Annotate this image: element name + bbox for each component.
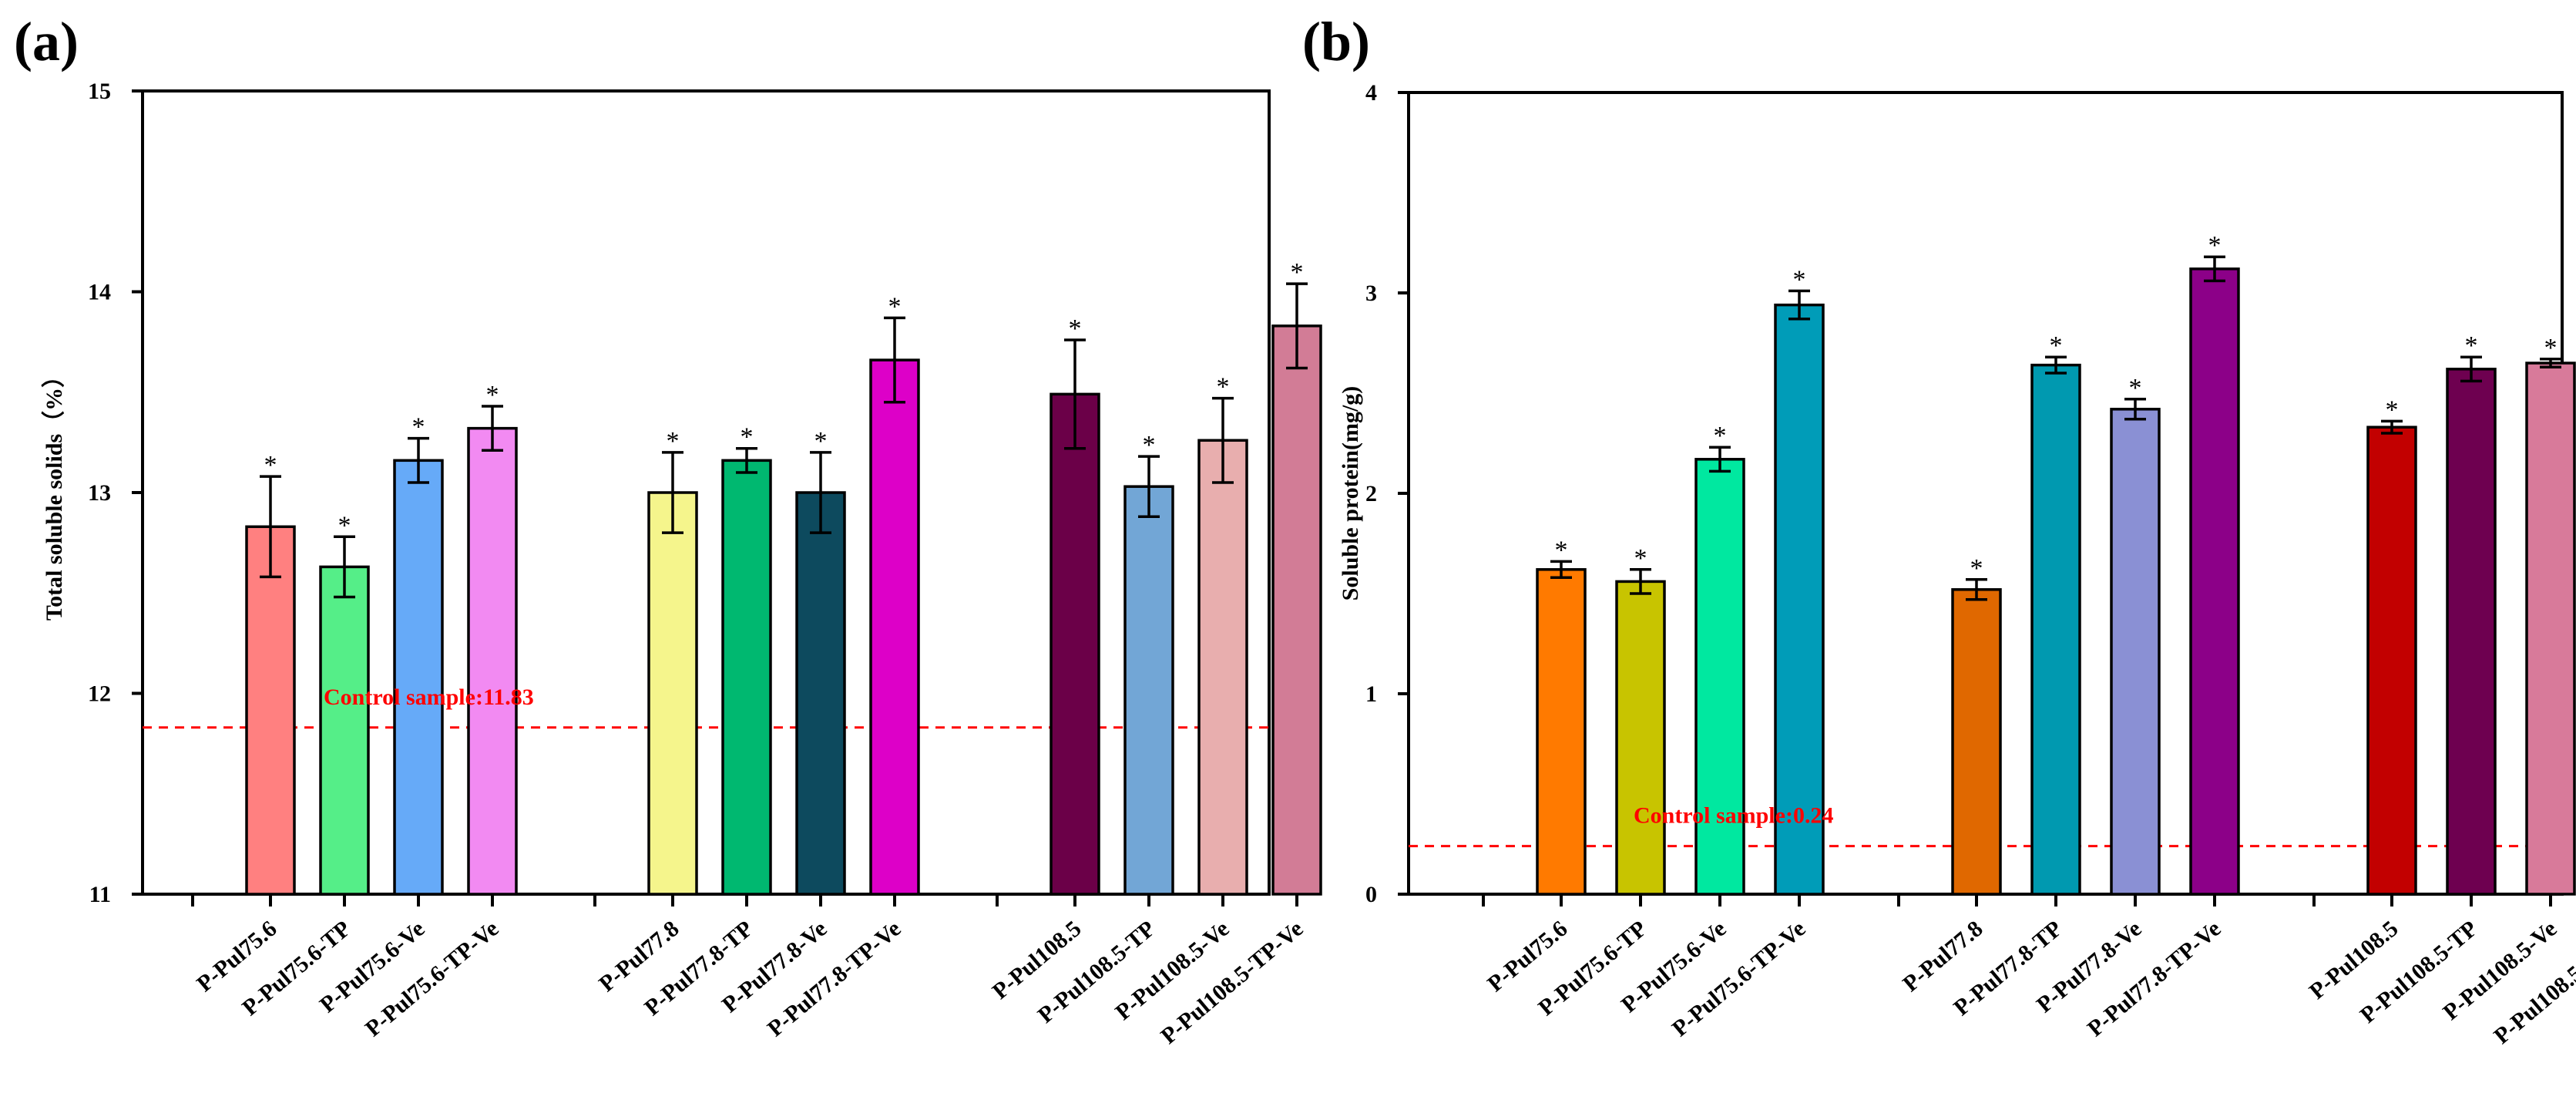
x-category-label: P-Pul75.6-TP-Ve — [361, 916, 504, 1041]
bar — [2525, 362, 2576, 896]
y-tick-label: 1 — [1365, 681, 1377, 707]
bar — [1774, 303, 1825, 896]
significance-star: * — [2129, 374, 2142, 402]
control-label: Control sample:11.83 — [324, 684, 534, 710]
control-label: Control sample:0.24 — [1634, 803, 1833, 829]
significance-star: * — [1217, 373, 1230, 402]
y-tick-label: 2 — [1365, 481, 1377, 506]
bar — [1615, 580, 1666, 896]
bar — [2446, 368, 2497, 896]
bar — [721, 459, 772, 896]
significance-star: * — [264, 451, 277, 479]
y-axis-title: Soluble protein(mg/g) — [1338, 386, 1363, 601]
significance-star: * — [338, 511, 351, 540]
y-tick-label: 13 — [88, 480, 111, 506]
significance-star: * — [2386, 395, 2399, 424]
panel-label: (b) — [1302, 11, 1370, 72]
significance-star: * — [1555, 536, 1568, 564]
significance-star: * — [1143, 431, 1156, 459]
y-tick-label: 11 — [89, 882, 111, 907]
significance-star: * — [1793, 265, 1806, 294]
bar — [245, 525, 296, 896]
bar — [319, 565, 370, 896]
significance-star: * — [2544, 334, 2558, 362]
significance-star: * — [2050, 331, 2063, 360]
significance-star: * — [2208, 231, 2222, 260]
significance-star: * — [1970, 554, 1983, 583]
bar — [795, 491, 846, 896]
bar — [2110, 408, 2161, 896]
significance-star: * — [1291, 258, 1304, 287]
bar — [467, 426, 518, 896]
significance-star: * — [814, 427, 828, 456]
bar — [393, 459, 444, 896]
bar — [869, 358, 920, 896]
bar — [1694, 458, 1745, 896]
y-tick-label: 12 — [88, 681, 111, 707]
significance-star: * — [486, 381, 499, 409]
y-tick-label: 15 — [88, 79, 111, 104]
significance-star: * — [667, 427, 680, 456]
significance-star: * — [2465, 331, 2478, 360]
panel-label: (a) — [14, 11, 79, 72]
bar — [2366, 426, 2417, 896]
significance-star: * — [741, 423, 754, 452]
bar — [1123, 485, 1174, 896]
bar — [2030, 363, 2081, 896]
bar — [647, 491, 698, 896]
x-category-label: P-Pul77.8-TP-Ve — [763, 916, 906, 1041]
y-tick-label: 4 — [1365, 80, 1377, 106]
y-tick-label: 0 — [1365, 882, 1377, 907]
bar — [1197, 439, 1248, 896]
significance-star: * — [412, 413, 425, 442]
significance-star: * — [1069, 314, 1082, 343]
bar — [1271, 325, 1322, 896]
x-category-label: P-Pul75.6-TP-Ve — [1668, 916, 1811, 1041]
y-axis-title: Total soluble solids（%） — [41, 365, 67, 621]
significance-star: * — [888, 292, 902, 321]
y-tick-label: 3 — [1365, 281, 1377, 306]
significance-star: * — [1634, 544, 1647, 573]
bar — [1050, 392, 1100, 896]
bar — [1536, 568, 1587, 896]
bar — [2189, 267, 2240, 896]
y-tick-label: 14 — [88, 280, 111, 305]
x-category-label: P-Pul77.8-TP-Ve — [2083, 916, 2226, 1041]
bar — [1951, 588, 2002, 896]
panel-a: (a) 11 12 13 14 15 Total soluble solids（%） * P-P… — [14, 11, 1322, 1049]
significance-star: * — [1714, 422, 1727, 450]
